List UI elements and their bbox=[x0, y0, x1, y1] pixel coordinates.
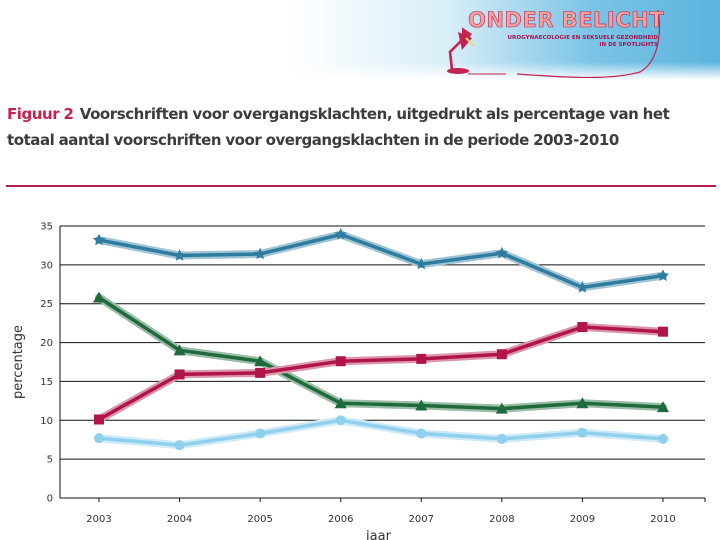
y-tick-label: 25 bbox=[40, 299, 53, 310]
figure-label: Figuur 2 bbox=[7, 105, 74, 123]
series-dark-blue-point bbox=[254, 247, 267, 260]
y-tick-label: 30 bbox=[40, 260, 53, 271]
y-tick-label: 35 bbox=[40, 222, 53, 233]
series-light-blue-point bbox=[577, 427, 588, 438]
series-green-point bbox=[495, 402, 508, 414]
x-tick-label: 2007 bbox=[409, 514, 434, 525]
onder-belicht-logo: ONDER BELICHT UROGYNAECOLOGIE EN SEKSUEL… bbox=[462, 4, 664, 78]
series-green-point bbox=[657, 401, 669, 413]
series-dark-blue-line bbox=[97, 232, 665, 290]
series-crimson-point bbox=[416, 353, 427, 364]
series-light-blue-point bbox=[94, 433, 104, 444]
x-tick-label: 2003 bbox=[86, 514, 111, 525]
series-light-blue-point bbox=[658, 433, 668, 444]
series-green-point bbox=[93, 291, 105, 303]
series-dark-blue-glow bbox=[95, 230, 667, 292]
logo-subtitle-line1: UROGYNAECOLOGIE EN SEKSUELE GEZONDHEID bbox=[507, 35, 658, 41]
lamp-figure bbox=[447, 32, 475, 74]
series-green-line bbox=[97, 295, 665, 411]
figure-caption-text: Voorschriften voor overgangsklachten, ui… bbox=[7, 105, 670, 149]
series-crimson-point bbox=[577, 322, 588, 333]
series-dark-blue-point bbox=[415, 257, 428, 270]
series-green-point bbox=[173, 344, 186, 356]
series-light-blue-point bbox=[255, 428, 266, 439]
series-green-point bbox=[415, 399, 428, 411]
series-crimson-point bbox=[335, 356, 346, 367]
y-axis-title: percentage bbox=[11, 325, 26, 399]
y-tick-label: 20 bbox=[40, 338, 53, 349]
caption-divider bbox=[6, 185, 716, 187]
logo-title: ONDER BELICHT bbox=[468, 8, 665, 33]
y-tick-label: 5 bbox=[47, 455, 53, 466]
y-tick-label: 10 bbox=[40, 416, 53, 427]
y-tick-label: 15 bbox=[40, 377, 53, 388]
series-crimson-point bbox=[94, 414, 104, 425]
series-light-blue-point bbox=[335, 415, 346, 426]
series-crimson-line bbox=[97, 325, 665, 422]
series-crimson-point bbox=[255, 367, 266, 378]
series-crimson-point bbox=[174, 369, 185, 380]
series-crimson-point bbox=[658, 326, 668, 337]
x-axis-title: jaar bbox=[365, 529, 392, 540]
series-dark-blue-point bbox=[656, 269, 670, 281]
series-green-point bbox=[576, 397, 589, 409]
series-light-blue-point bbox=[496, 433, 507, 444]
series-green-point bbox=[334, 397, 347, 409]
series-dark-blue-point bbox=[576, 280, 589, 293]
series-light-blue-line bbox=[97, 418, 665, 447]
x-tick-label: 2005 bbox=[247, 514, 272, 525]
series-dark-blue-point bbox=[92, 233, 106, 246]
logo-subtitle-line2: IN DE SPOTLIGHTS bbox=[599, 42, 658, 48]
x-tick-label: 2008 bbox=[489, 514, 514, 525]
series-light-blue-point bbox=[174, 440, 185, 451]
x-tick-label: 2004 bbox=[167, 514, 192, 525]
series-crimson-point bbox=[496, 349, 507, 360]
series-light-blue-point bbox=[416, 428, 427, 439]
x-tick-label: 2010 bbox=[650, 514, 675, 525]
y-tick-label: 0 bbox=[47, 494, 53, 505]
figure-caption: Figuur 2 Voorschriften voor overgangskla… bbox=[7, 101, 707, 153]
series-dark-blue-point bbox=[334, 228, 347, 240]
x-tick-label: 2006 bbox=[328, 514, 353, 525]
series-dark-blue-point bbox=[495, 246, 508, 259]
logo-subtitle: UROGYNAECOLOGIE EN SEKSUELE GEZONDHEID I… bbox=[498, 35, 658, 49]
x-tick-label: 2009 bbox=[570, 514, 595, 525]
series-green-point bbox=[254, 355, 267, 367]
series-dark-blue-point bbox=[173, 249, 186, 261]
